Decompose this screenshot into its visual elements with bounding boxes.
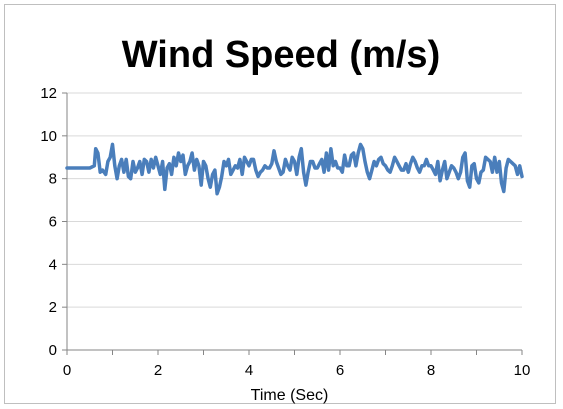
axes: 0 2 4 6 8 10 12 0 2 4 6 8 10 (40, 85, 530, 379)
x-tick-label: 10 (514, 362, 531, 379)
x-tick-label: 8 (427, 362, 435, 379)
y-tick-label: 4 (49, 256, 57, 273)
x-tick-label: 0 (63, 362, 71, 379)
series-line-0 (65, 142, 524, 196)
y-tick-label: 8 (49, 171, 57, 188)
y-tick-label: 12 (40, 85, 57, 102)
chart-title: Wind Speed (m/s) (121, 34, 441, 76)
x-tick-label: 2 (154, 362, 162, 379)
x-tick-label: 6 (336, 362, 344, 379)
y-tick-label: 10 (40, 128, 57, 145)
x-tick-label: 4 (245, 362, 253, 379)
y-tick-label: 2 (49, 299, 57, 316)
y-tick-label: 6 (49, 214, 57, 231)
chart-frame: Wind Speed (m/s) (4, 4, 556, 404)
gridlines (67, 92, 522, 308)
y-tick-label: 0 (49, 342, 57, 359)
x-axis-title: Time (Sec) (251, 387, 329, 404)
series-layer (65, 142, 524, 196)
